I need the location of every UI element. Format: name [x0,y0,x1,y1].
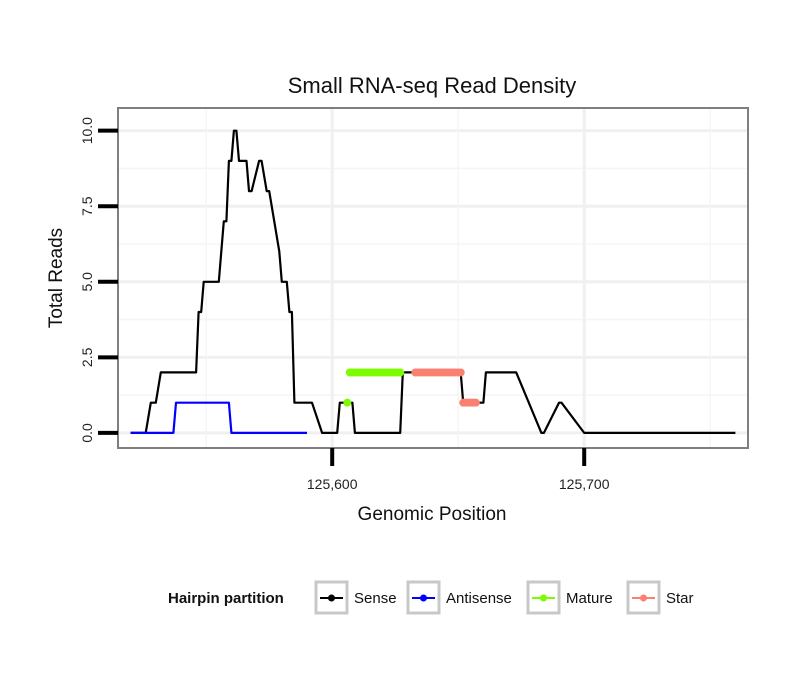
antisense-series-line [130,401,307,434]
y-tick-label: 2.5 [79,347,95,367]
legend: Hairpin partition Sense Antisense Mature St… [168,580,694,615]
legend-key-point [640,594,647,602]
legend-item-sense: Sense [314,580,397,615]
star-series-points [411,368,480,407]
legend-item-antisense: Antisense [406,580,512,615]
y-axis: 0.0 2.5 5.0 7.5 10.0 [79,117,118,443]
legend-key-point [540,594,547,602]
legend-key-point [328,594,335,602]
plot-panel [118,108,748,448]
gridlines [118,108,748,448]
legend-item-star: Star [626,580,694,615]
star-point [471,398,480,407]
y-tick-label: 0.0 [79,423,95,443]
x-axis: 125,600 125,700 [307,448,610,492]
y-tick-label: 5.0 [79,272,95,292]
legend-label: Mature [566,590,613,607]
x-tick-label: 125,600 [307,476,358,492]
legend-key-point [420,594,427,602]
mature-point [396,368,405,377]
legend-label: Star [666,590,694,607]
legend-label: Antisense [446,590,512,607]
y-axis-title: Total Reads [46,228,67,328]
plot-border [117,107,749,449]
legend-item-mature: Mature [526,580,613,615]
x-tick-label: 125,700 [559,476,610,492]
chart-title: Small RNA-seq Read Density [288,73,577,98]
y-tick-label: 10.0 [79,117,95,144]
legend-label: Sense [354,590,397,607]
series-layer [130,129,736,434]
y-tick-label: 7.5 [79,196,95,216]
star-point [456,368,465,377]
legend-title: Hairpin partition [168,590,284,607]
x-axis-title: Genomic Position [358,504,507,525]
mature-point [343,398,352,407]
mature-series-points [343,368,405,407]
